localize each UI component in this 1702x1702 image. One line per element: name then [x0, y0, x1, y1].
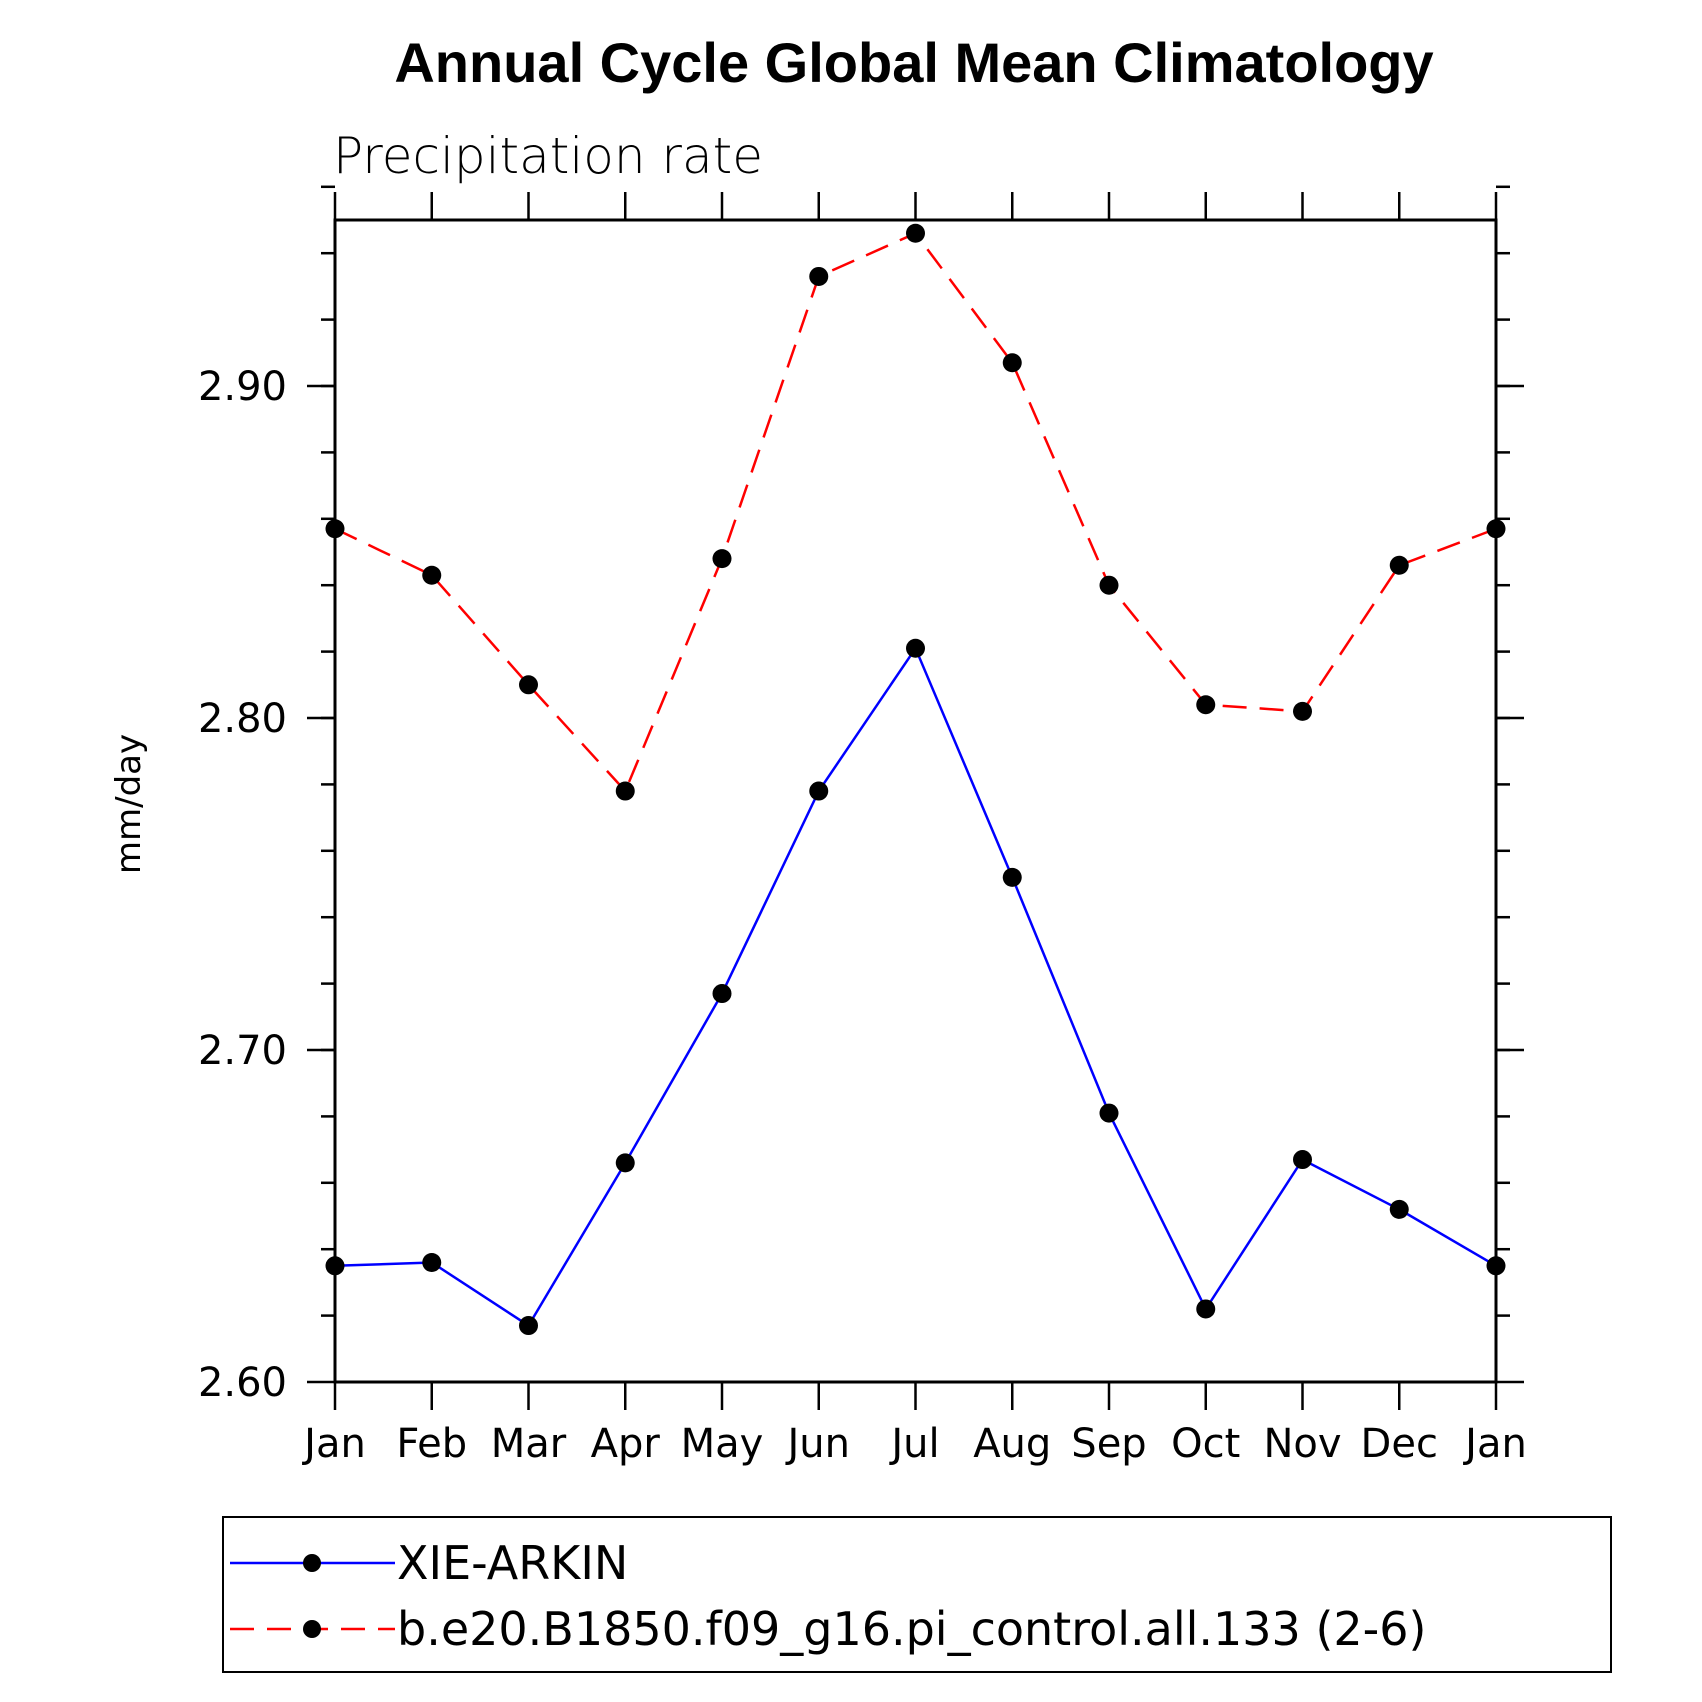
x-tick-label: Aug — [973, 1421, 1051, 1467]
data-point-0-8 — [1099, 1103, 1119, 1123]
data-point-0-1 — [422, 1252, 442, 1272]
y-tick-label: 2.90 — [198, 364, 287, 410]
x-tick-label: Apr — [591, 1421, 661, 1467]
data-point-0-3 — [615, 1153, 635, 1173]
x-tick-label: Nov — [1263, 1421, 1341, 1467]
data-point-0-6 — [906, 638, 925, 658]
x-tick-label: May — [681, 1421, 764, 1467]
plot-frame — [333, 218, 1498, 1384]
x-tick-label: Sep — [1071, 1421, 1146, 1467]
chart-subtitle: Precipitation rate — [333, 127, 763, 185]
y-axis-label: mm/day — [109, 734, 149, 874]
x-tick-label: Jun — [785, 1421, 851, 1467]
data-point-0-9 — [1196, 1299, 1216, 1319]
x-tick-label: Dec — [1361, 1421, 1438, 1467]
data-point-1-8 — [1099, 575, 1119, 595]
data-point-0-10 — [1293, 1150, 1312, 1170]
x-tick-label: Jan — [1462, 1421, 1527, 1467]
data-point-0-7 — [1002, 867, 1022, 887]
legend-label-xie-arkin: XIE-ARKIN — [397, 1536, 628, 1590]
data-point-1-3 — [615, 781, 635, 801]
x-tick-label: Oct — [1171, 1421, 1240, 1467]
x-tick-label: Jul — [888, 1421, 939, 1467]
data-point-1-12 — [1486, 519, 1506, 539]
series-layer — [325, 223, 1506, 1336]
data-point-1-11 — [1389, 555, 1409, 575]
data-point-1-4 — [712, 549, 732, 569]
data-point-0-4 — [712, 984, 732, 1004]
data-point-1-5 — [809, 266, 829, 286]
legend-box — [222, 1516, 1612, 1673]
data-point-0-5 — [809, 781, 829, 801]
data-point-1-7 — [1002, 353, 1022, 373]
series-line-0 — [334, 645, 1497, 1328]
x-tick-label: Mar — [491, 1421, 567, 1467]
data-point-1-6 — [906, 223, 925, 243]
x-tick-label: Jan — [301, 1421, 366, 1467]
data-point-0-12 — [1486, 1256, 1506, 1276]
x-tick-label: Feb — [396, 1421, 467, 1467]
y-tick-label: 2.60 — [198, 1360, 287, 1406]
legend-marker-model — [303, 1620, 321, 1638]
data-point-1-9 — [1196, 695, 1216, 715]
y-tick-label: 2.70 — [198, 1028, 287, 1074]
data-point-1-10 — [1293, 701, 1312, 721]
data-point-1-2 — [519, 675, 538, 695]
data-point-1-0 — [325, 519, 345, 539]
y-tick-label: 2.80 — [198, 696, 287, 742]
legend-marker-xie-arkin — [303, 1554, 321, 1572]
data-point-0-11 — [1389, 1199, 1409, 1219]
data-point-0-2 — [519, 1316, 538, 1336]
axes: Jan Feb Mar Apr May Jun Jul Aug Sep Oct Nov Dec Jan 2… — [198, 185, 1527, 1467]
data-point-1-1 — [422, 565, 442, 585]
legend-label-model: b.e20.B1850.f09_g16.pi_control.all.133 (… — [397, 1602, 1426, 1656]
chart-title: Annual Cycle Global Mean Climatology — [394, 31, 1433, 94]
series-line-1 — [334, 231, 1497, 794]
data-point-0-0 — [325, 1256, 345, 1276]
legend: XIE-ARKIN b.e20.B1850.f09_g16.pi_control… — [222, 1516, 1612, 1673]
